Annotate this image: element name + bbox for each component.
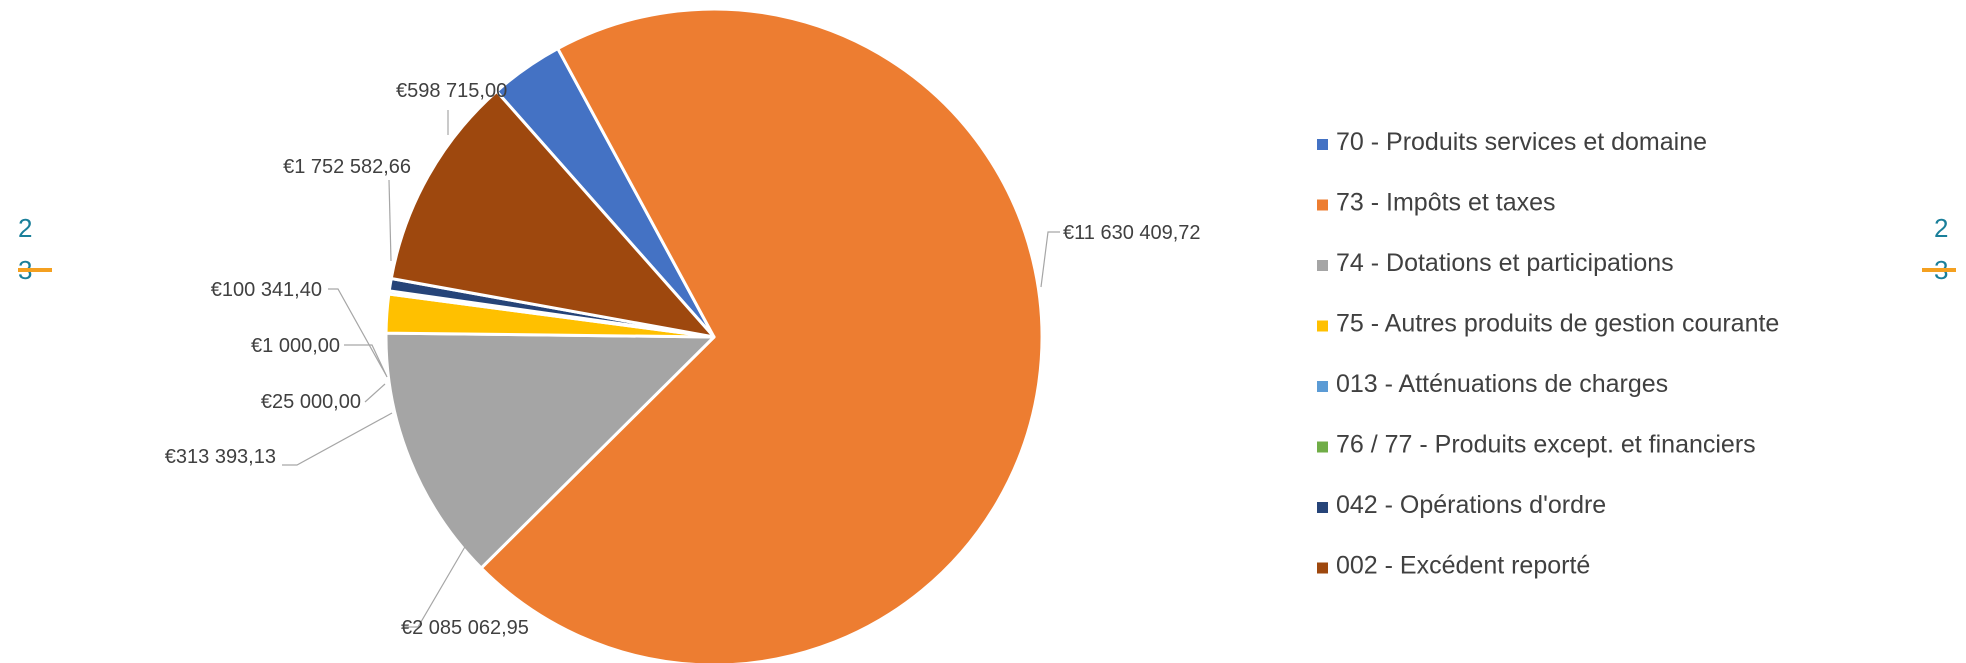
legend-label-8: 002 - Excédent reporté bbox=[1336, 552, 1590, 580]
legend-swatch-3 bbox=[1317, 260, 1328, 271]
pie-slice-3 bbox=[384, 331, 716, 570]
left-marker-bar bbox=[18, 268, 52, 272]
data-label-7: €100 341,40 bbox=[211, 279, 322, 301]
legend-label-5: 013 - Atténuations de charges bbox=[1336, 370, 1668, 398]
data-label-2: €11 630 409,72 bbox=[1063, 222, 1201, 244]
legend-swatch-1 bbox=[1317, 139, 1328, 150]
data-label-1: €598 715,00 bbox=[396, 80, 507, 102]
data-label-3: €2 085 062,95 bbox=[401, 617, 529, 639]
legend-label-1: 70 - Produits services et domaine bbox=[1336, 128, 1707, 156]
legend-swatch-7 bbox=[1317, 502, 1328, 513]
leader-line-8 bbox=[388, 179, 392, 262]
right-marker-top: 2 bbox=[1934, 213, 1949, 243]
leader-line-7 bbox=[328, 288, 387, 376]
leader-line-3 bbox=[404, 544, 467, 628]
leader-line-6 bbox=[344, 344, 388, 378]
legend-swatch-5 bbox=[1317, 381, 1328, 392]
legend-label-6: 76 / 77 - Produits except. et financiers bbox=[1336, 431, 1756, 459]
legend-swatch-6 bbox=[1317, 441, 1328, 453]
pie-slices bbox=[384, 7, 1044, 663]
legend-swatch-8 bbox=[1317, 562, 1328, 574]
leader-lines bbox=[282, 110, 1060, 628]
right-marker-bar bbox=[1922, 268, 1956, 272]
leader-line-5 bbox=[364, 383, 386, 403]
legend: 70 - Produits services et domaine 73 - Im… bbox=[1317, 128, 1779, 580]
data-label-4: €313 393,13 bbox=[165, 446, 276, 468]
data-label-5: €25 000,00 bbox=[261, 391, 361, 413]
leader-line-4 bbox=[282, 412, 393, 466]
legend-label-2: 73 - Impôts et taxes bbox=[1336, 189, 1556, 217]
legend-swatch-4 bbox=[1317, 320, 1328, 332]
legend-label-4: 75 - Autres produits de gestion courante bbox=[1336, 310, 1779, 338]
data-label-6: €1 000,00 bbox=[251, 335, 340, 357]
pie-slice-8 bbox=[389, 89, 716, 339]
legend-label-7: 042 - Opérations d'ordre bbox=[1336, 491, 1606, 519]
legend-swatch-2 bbox=[1317, 199, 1328, 211]
legend-label-3: 74 - Dotations et participations bbox=[1336, 249, 1674, 277]
data-label-8: €1 752 582,66 bbox=[283, 156, 411, 178]
left-marker-top: 2 bbox=[18, 213, 33, 243]
leader-line-2 bbox=[1040, 231, 1060, 288]
data-labels: €598 715,00 €11 630 409,72 €2 085 062,95 €3… bbox=[165, 80, 1201, 639]
